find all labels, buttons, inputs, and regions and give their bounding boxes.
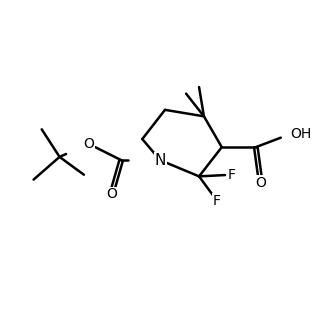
Text: O: O xyxy=(255,176,266,190)
Text: N: N xyxy=(154,153,166,168)
Text: F: F xyxy=(227,168,236,182)
Text: F: F xyxy=(213,194,221,208)
Text: OH: OH xyxy=(290,127,311,141)
Text: O: O xyxy=(106,187,117,201)
Text: O: O xyxy=(83,137,94,151)
